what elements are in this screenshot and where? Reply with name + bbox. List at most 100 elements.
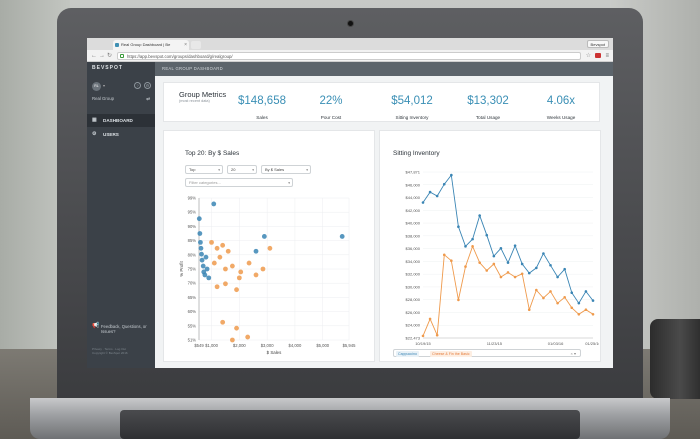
favicon-icon — [115, 43, 119, 47]
sidebar-item-dashboard[interactable]: ▦ DASHBOARD — [87, 114, 155, 127]
legend-chip-cappuccino[interactable]: Cappuccino — [396, 351, 419, 357]
metric-sales-value: $148,658 — [238, 95, 286, 107]
extension-icon[interactable] — [595, 53, 601, 58]
metric-sitting-inventory-label: Sitting Inventory — [395, 115, 429, 120]
line-point — [513, 275, 517, 279]
line-point — [499, 275, 503, 279]
webcam-icon — [347, 20, 354, 27]
scatter-point — [199, 257, 205, 263]
swap-icon[interactable]: ⇄ — [146, 96, 150, 101]
group-metrics-subtitle: (most recent data) — [179, 99, 210, 103]
y-tick-label: $40,000 — [406, 221, 421, 226]
y-tick-label: 99% — [188, 196, 197, 201]
y-tick-label: $47,871 — [406, 170, 421, 175]
line-point — [421, 201, 425, 204]
new-tab-button[interactable] — [191, 41, 201, 49]
brand-logo[interactable]: BEVSPOT — [92, 65, 123, 71]
settings-icon[interactable]: ⚙ — [144, 82, 151, 89]
line-point — [556, 275, 559, 279]
feedback-link[interactable]: 📢 Feedback, Questions, or Issues? — [92, 323, 152, 334]
line-point — [577, 301, 581, 305]
group-name[interactable]: Real Group — [92, 96, 114, 101]
bookmark-star-icon[interactable]: ☆ — [585, 53, 591, 59]
url-text: https://app.bevspot.com/groups/dashboard… — [127, 54, 233, 59]
browser-tab[interactable]: Real Group Dashboard | Be × — [113, 40, 189, 50]
main-content: REAL GROUP DASHBOARD Group Metrics (most… — [155, 62, 613, 368]
scatter-point — [220, 242, 226, 248]
y-tick-label: $42,000 — [406, 208, 421, 213]
line-point — [478, 214, 481, 217]
x-tick-label: $1,000 — [205, 343, 218, 348]
series-selector[interactable]: Cappuccino Cheese & Fin the Basic × ▾ — [393, 349, 581, 357]
sidebar-item-users[interactable]: ⚙ USERS — [87, 128, 155, 141]
x-tick-label: 11/23/15 — [487, 341, 503, 346]
metric-sitting-inventory-value: $54,012 — [391, 95, 433, 107]
breadcrumb: REAL GROUP DASHBOARD — [155, 62, 613, 76]
address-bar[interactable]: https://app.bevspot.com/groups/dashboard… — [117, 52, 581, 60]
scatter-point — [214, 245, 220, 251]
scatter-point — [203, 254, 209, 260]
sort-by-select[interactable]: By $ Sales ▾ — [261, 165, 311, 174]
feedback-text: Feedback, Questions, or Issues? — [101, 324, 147, 334]
line-point — [563, 296, 566, 299]
scatter-point — [223, 266, 228, 272]
chevron-down-icon: ▾ — [252, 168, 254, 172]
scatter-point — [196, 216, 202, 222]
back-icon[interactable]: ← — [91, 53, 97, 59]
forward-icon[interactable]: → — [99, 53, 105, 59]
metric-pour-cost-label: Pour Cost — [320, 115, 342, 120]
metric-total-usage-value: $13,302 — [467, 95, 509, 107]
y-tick-label: 55% — [188, 323, 197, 328]
scatter-point — [217, 254, 223, 260]
x-tick-label: $5,000 — [316, 343, 329, 348]
x-tick-label: 01/03/16 — [548, 341, 564, 346]
scatter-point — [198, 239, 203, 245]
footer-links[interactable]: Privacy · Terms · Log Out — [92, 347, 126, 351]
clear-icon[interactable]: × ▾ — [570, 351, 576, 356]
profile-button[interactable]: Bevspot — [586, 40, 609, 48]
browser-tab-bar: Real Group Dashboard | Be × Bevspot — [87, 38, 613, 50]
metric-total-usage-label: Total Usage — [475, 115, 501, 120]
line-point — [450, 259, 453, 262]
scatter-point — [220, 319, 226, 325]
top-bottom-select[interactable]: Top ▾ — [185, 165, 223, 174]
avatar[interactable]: RL — [92, 82, 101, 91]
count-select[interactable]: 20 ▾ — [227, 165, 257, 174]
line-point — [492, 262, 496, 266]
line-point — [535, 288, 538, 292]
metric-weeks-usage-value: 4.06x — [546, 95, 576, 107]
help-icon[interactable]: ? — [134, 82, 141, 89]
line-point — [471, 245, 474, 248]
reload-icon[interactable]: ↻ — [107, 53, 113, 59]
line-point — [584, 308, 588, 312]
y-tick-label: 85% — [188, 238, 197, 243]
copyright: Copyright © BevSpot 2016 — [92, 351, 128, 355]
y-tick-label: 65% — [188, 295, 197, 300]
line-point — [527, 271, 531, 275]
legend-chip-cheese[interactable]: Cheese & Fin the Basic — [430, 351, 472, 357]
laptop-screen: Real Group Dashboard | Be × Bevspot ← → … — [87, 38, 613, 368]
megaphone-icon: 📢 — [92, 323, 100, 329]
line-point — [492, 254, 496, 258]
y-tick-label: $28,000 — [406, 297, 421, 302]
line-point — [556, 301, 559, 305]
line-point — [485, 269, 489, 272]
line-point — [506, 261, 510, 264]
scatter-point — [206, 275, 212, 281]
line-point — [471, 237, 474, 241]
sidebar-item-label: USERS — [103, 132, 119, 137]
line-point — [421, 334, 425, 338]
scatter-point — [229, 337, 235, 343]
series-line — [422, 245, 594, 337]
line-point — [428, 317, 432, 321]
y-tick-label: 90% — [188, 224, 197, 229]
x-tick-label: $3,000 — [261, 343, 274, 348]
y-tick-label: 95% — [188, 210, 197, 215]
chevron-down-icon[interactable]: ▾ — [103, 83, 106, 88]
close-icon[interactable]: × — [184, 42, 187, 48]
category-filter-input[interactable]: Filter categories... ▾ — [185, 178, 293, 187]
x-tick-label: $2,000 — [233, 343, 246, 348]
scatter-point — [209, 239, 214, 245]
line-point — [570, 291, 574, 295]
browser-menu-icon[interactable]: ≡ — [605, 53, 609, 59]
